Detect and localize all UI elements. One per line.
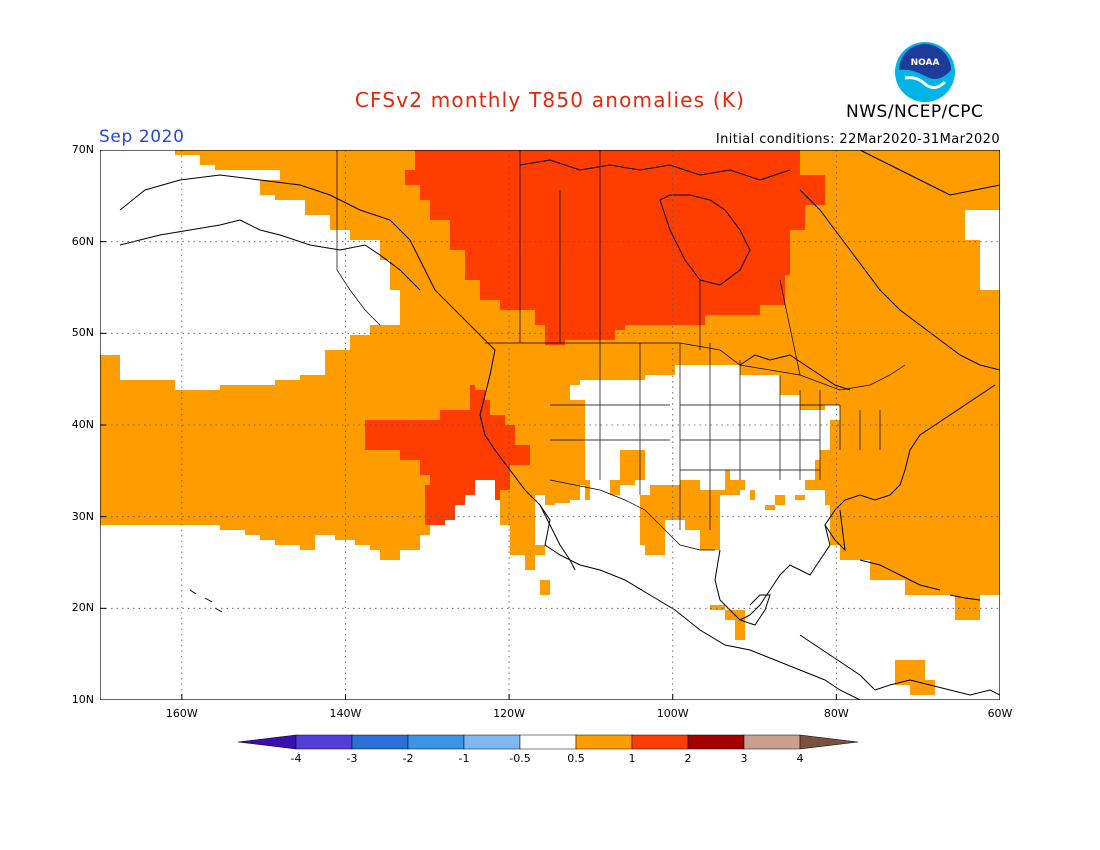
white-west-atlantic-north — [965, 210, 1000, 290]
white-bering-arctic — [100, 150, 215, 170]
lat-label: 70N — [71, 143, 94, 156]
lat-label: 30N — [71, 509, 94, 523]
legend-tick-label: 0.5 — [567, 752, 585, 765]
legend-arrow-low — [238, 734, 297, 750]
legend-swatch — [463, 734, 521, 750]
legend-tick-label: -3 — [346, 752, 358, 765]
lat-label: 60N — [71, 234, 94, 248]
lon-label: 140W — [329, 707, 362, 720]
hudson-bay — [659, 194, 751, 286]
anomaly-fill-1-to-2 — [365, 150, 825, 525]
initial-conditions-label: Initial conditions: 22Mar2020-31Mar2020 — [715, 132, 1000, 147]
noaa-logo-text: NOAA — [911, 58, 940, 68]
legend-swatch — [351, 734, 409, 750]
lat-label: 20N — [71, 601, 94, 615]
legend-swatch — [575, 734, 633, 750]
canada-provinces — [519, 150, 801, 376]
alaska-coastline — [119, 174, 496, 351]
lon-label: 120W — [493, 707, 526, 720]
agency-label: NWS/NCEP/CPC — [846, 102, 984, 122]
lon-label: 100W — [656, 707, 689, 720]
aleutian-chain — [119, 219, 241, 246]
alaska-canada-border — [336, 150, 381, 326]
map-ticks — [100, 150, 1000, 700]
north-america-west-coast — [479, 349, 861, 700]
red-west-coast-region — [365, 385, 530, 525]
map-gridlines — [100, 150, 1000, 700]
us-state-lines-b — [680, 390, 881, 480]
legend-swatch — [519, 734, 577, 750]
legend-swatch — [687, 734, 745, 750]
florida — [824, 509, 846, 552]
yucatan — [739, 594, 771, 626]
east-coast — [904, 384, 996, 471]
baja-california — [539, 504, 576, 571]
us-state-lines-a — [550, 343, 781, 530]
legend-tick-label: 1 — [628, 752, 636, 765]
figure-title: CFSv2 monthly T850 anomalies (K) — [354, 88, 746, 112]
legend-tick-label: 2 — [684, 752, 692, 765]
lat-label: 40N — [71, 418, 94, 431]
legend-arrow-high — [799, 734, 859, 750]
noaa-logo-sky — [899, 44, 951, 79]
legend-colorbar — [238, 734, 859, 750]
valid-month-label: Sep 2020 — [99, 127, 185, 147]
great-lakes — [739, 354, 851, 391]
legend-tick-label: -0.5 — [509, 752, 531, 765]
greenland-coast — [859, 150, 1000, 196]
legend-tick-label: -4 — [290, 752, 302, 765]
south-america-coast — [874, 679, 1000, 696]
legend-tick-label: 3 — [740, 752, 748, 765]
central-america — [799, 634, 876, 691]
lon-label: 160W — [165, 707, 198, 720]
legend-swatch — [743, 734, 801, 750]
gulf-of-mexico-coast — [714, 469, 906, 621]
labrador-coast — [799, 189, 1000, 371]
legend-swatch — [631, 734, 689, 750]
orange-caribbean-patch — [895, 660, 935, 695]
legend-tick-label: -2 — [402, 752, 414, 765]
lon-label: 60W — [987, 707, 1013, 720]
anomaly-map — [100, 150, 1000, 700]
coastlines — [119, 150, 1000, 700]
legend-tick-label: -1 — [458, 752, 470, 765]
us-mexico-border — [549, 479, 715, 551]
legend-swatch — [295, 734, 353, 750]
lon-label: 80W — [823, 707, 849, 720]
noaa-logo-gull — [904, 76, 947, 89]
legend-swatch — [407, 734, 465, 750]
lat-label: 50N — [71, 326, 94, 340]
white-gulf-of-alaska — [100, 175, 400, 390]
cuba — [859, 559, 941, 591]
alaska-south-coast — [239, 219, 421, 291]
red-canada-region — [405, 150, 825, 345]
hispaniola — [949, 594, 981, 601]
legend-tick-label: 4 — [796, 752, 804, 765]
lat-label: 10N — [71, 693, 94, 706]
noaa-logo: NOAA — [895, 42, 955, 102]
political-boundaries — [336, 150, 906, 551]
arctic-islands — [519, 159, 791, 181]
